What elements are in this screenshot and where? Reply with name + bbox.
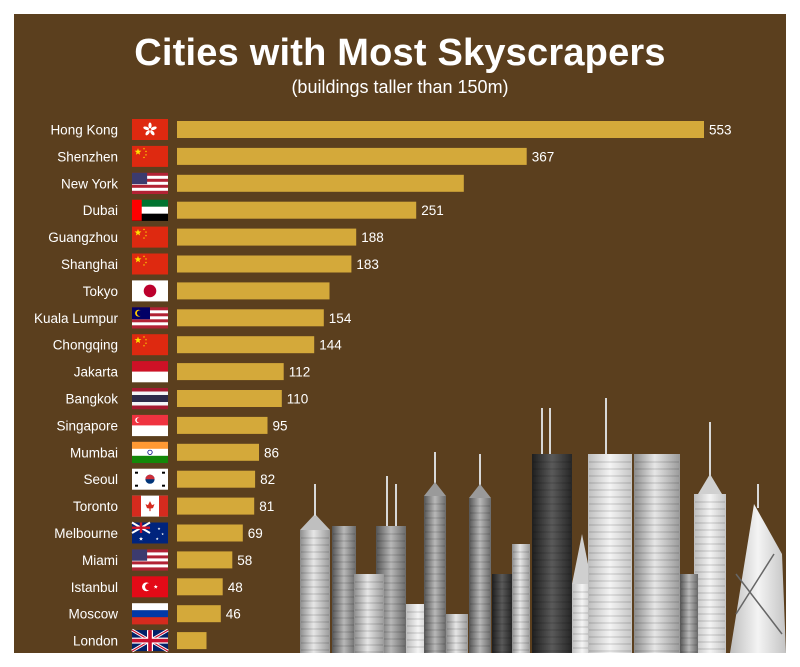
china-flag-icon: [132, 226, 168, 248]
bar: [177, 632, 207, 650]
city-label: Seoul: [83, 472, 118, 487]
city-label: Jakarta: [74, 365, 119, 380]
china-flag-icon: [132, 334, 168, 356]
singapore-flag-icon: [132, 414, 168, 437]
city-label: Chongqing: [53, 338, 118, 353]
city-label: Istanbul: [71, 580, 118, 595]
malaysia-flag-icon: [132, 307, 168, 329]
turkey-flag-icon: [132, 576, 168, 598]
value-label: 82: [260, 472, 275, 487]
value-label: 144: [319, 338, 342, 353]
bar: [177, 497, 255, 515]
chart-frame: Cities with Most Skyscrapers (buildings …: [14, 14, 786, 653]
bar: [177, 470, 256, 488]
value-label: 95: [273, 418, 288, 433]
city-label: Miami: [82, 553, 118, 568]
value-label: 553: [709, 123, 732, 138]
bar: [177, 309, 324, 327]
thailand-flag-icon: [132, 388, 168, 410]
city-label: Kuala Lumpur: [34, 311, 119, 326]
value-label: 251: [421, 203, 444, 218]
city-label: Hong Kong: [50, 123, 118, 138]
russia-flag-icon: [132, 603, 168, 625]
skyscraper-bar-chart: Hong Kong 553 Shenzhen 367 New York Dubai 251 G…: [34, 119, 786, 653]
uae-flag-icon: [132, 199, 168, 221]
value-label: 69: [248, 526, 263, 541]
city-label: Moscow: [68, 607, 118, 622]
bar: [177, 578, 223, 596]
chart-title: Cities with Most Skyscrapers: [134, 32, 666, 74]
city-label: Singapore: [56, 418, 118, 433]
usa-flag-icon: [132, 172, 168, 194]
japan-flag-icon: [132, 280, 168, 302]
canada-flag-icon: [132, 495, 168, 517]
city-label: Melbourne: [54, 526, 118, 541]
value-label: 58: [237, 553, 252, 568]
value-label: 112: [289, 365, 311, 380]
bar: [177, 416, 268, 434]
city-label: Dubai: [83, 203, 118, 218]
value-label: 48: [228, 580, 243, 595]
bar: [177, 551, 233, 569]
bar: [177, 524, 243, 542]
city-label: Shanghai: [61, 257, 118, 272]
city-label: Guangzhou: [48, 230, 118, 245]
india-flag-icon: [132, 441, 168, 463]
bar: [177, 336, 315, 354]
city-label: Bangkok: [65, 392, 118, 407]
city-label: Shenzhen: [57, 149, 118, 164]
value-label: 367: [532, 149, 555, 164]
value-label: 183: [356, 257, 379, 272]
city-label: Toronto: [73, 499, 118, 514]
value-label: 86: [264, 445, 279, 460]
china-flag-icon: [132, 253, 168, 275]
bar: [177, 201, 417, 219]
bar: [177, 390, 282, 407]
chart-subtitle: (buildings taller than 150m): [291, 77, 509, 97]
usa-flag-icon: [132, 549, 168, 571]
skyscraper-skyline-icon: [300, 398, 786, 653]
value-label: 81: [259, 499, 274, 514]
city-label: New York: [61, 176, 118, 191]
city-label: Mumbai: [70, 445, 118, 460]
bar: [177, 174, 464, 192]
hong-kong-flag-icon: [132, 119, 168, 140]
uk-flag-icon: [131, 628, 169, 653]
bar: [177, 255, 352, 273]
bar: [177, 282, 330, 300]
bar: [177, 605, 221, 623]
china-flag-icon: [132, 145, 168, 167]
bar: [177, 121, 704, 138]
bars-group: Hong Kong 553 Shenzhen 367 New York Dubai 251 G…: [34, 119, 732, 653]
city-label: London: [73, 634, 118, 649]
bar: [177, 228, 357, 246]
value-label: 110: [287, 392, 309, 407]
value-label: 46: [226, 607, 241, 622]
bar: [177, 147, 527, 165]
value-label: 188: [361, 230, 384, 245]
australia-flag-icon: [131, 521, 168, 544]
indonesia-flag-icon: [132, 361, 168, 383]
value-label: 154: [329, 311, 352, 326]
city-label: Tokyo: [83, 284, 118, 299]
south-korea-flag-icon: [132, 468, 168, 490]
bar: [177, 443, 259, 461]
bar: [177, 363, 284, 381]
